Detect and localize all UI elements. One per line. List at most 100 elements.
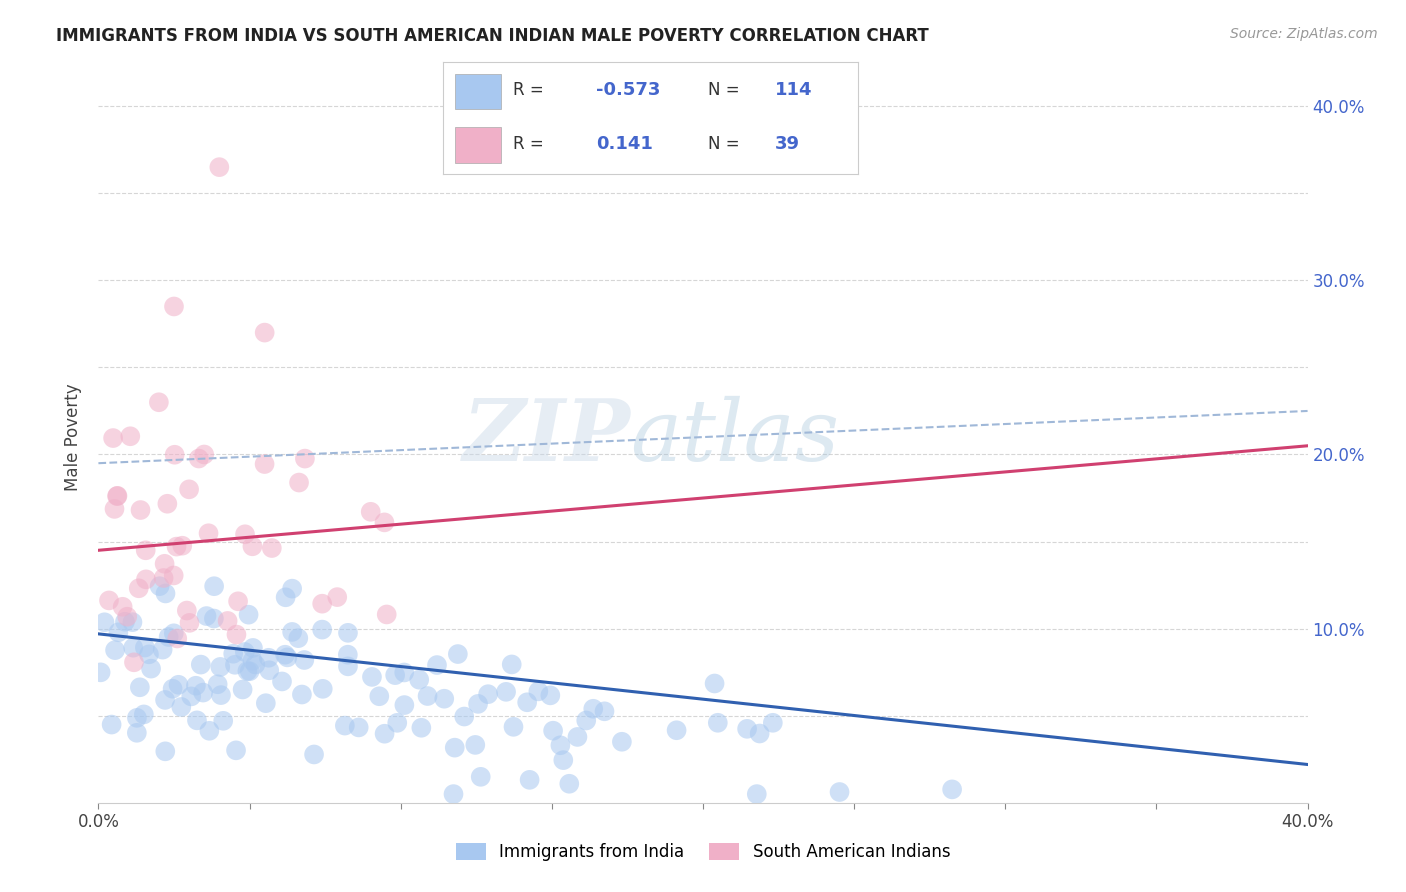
Point [186,714,208,728]
Point [477,687,499,701]
Text: R =: R = [513,135,544,153]
Point [197,526,219,541]
Text: R =: R = [513,81,544,99]
Point [163,300,186,314]
Point [163,626,186,640]
Point [707,715,730,730]
Point [748,726,770,740]
Point [90,665,112,680]
Point [208,160,231,174]
Point [101,431,124,445]
Point [582,702,605,716]
Point [360,505,382,519]
Point [239,664,262,678]
Point [384,668,406,682]
Point [575,714,598,728]
Point [129,503,152,517]
Point [610,735,633,749]
Point [443,740,465,755]
Point [233,645,256,659]
Point [253,457,276,471]
Point [311,623,333,637]
Point [550,739,572,753]
Point [302,747,325,762]
Text: 0.141: 0.141 [596,135,654,153]
Point [176,603,198,617]
Point [163,448,186,462]
Point [105,489,128,503]
Point [184,679,207,693]
Point [180,690,202,704]
Point [152,642,174,657]
Point [394,698,416,712]
Point [411,721,433,735]
Point [257,663,280,677]
Point [222,647,245,661]
Point [502,720,524,734]
Point [128,582,150,596]
Point [519,772,541,787]
Point [665,723,688,738]
Point [190,657,212,672]
Point [368,690,391,704]
Point [276,650,298,665]
Point [111,599,134,614]
FancyBboxPatch shape [456,73,501,109]
Point [103,502,125,516]
Point [115,609,138,624]
Point [416,689,439,703]
Point [467,697,489,711]
Point [217,614,239,628]
Point [336,625,359,640]
Point [100,717,122,731]
Point [312,681,335,696]
Point [166,632,188,646]
Text: -0.573: -0.573 [596,81,661,99]
Point [170,700,193,714]
Point [242,539,264,553]
Point [125,711,148,725]
Point [98,593,121,607]
Point [172,539,194,553]
Point [238,607,260,622]
Text: 39: 39 [775,135,800,153]
Point [187,451,209,466]
Point [209,688,232,702]
Point [347,720,370,734]
Point [138,648,160,662]
Point [703,676,725,690]
Point [941,782,963,797]
Point [287,631,309,645]
Point [107,625,129,640]
Point [254,696,277,710]
Point [104,643,127,657]
Point [558,777,581,791]
Point [152,571,174,585]
Point [541,723,564,738]
Point [281,582,304,596]
Point [516,695,538,709]
Text: Source: ZipAtlas.com: Source: ZipAtlas.com [1230,27,1378,41]
Point [153,693,176,707]
Point [155,586,177,600]
Point [387,715,409,730]
Point [139,662,162,676]
Point [745,787,768,801]
Point [236,664,259,678]
Point [828,785,851,799]
Point [257,650,280,665]
Point [593,704,616,718]
Point [120,429,142,443]
Point [336,648,359,662]
Point [212,714,235,728]
Point [281,624,304,639]
Point [125,726,148,740]
Point [253,326,276,340]
Point [135,543,157,558]
Text: N =: N = [709,81,740,99]
Point [426,658,449,673]
Point [162,681,184,696]
Point [179,615,201,630]
Point [232,682,254,697]
Point [166,540,188,554]
